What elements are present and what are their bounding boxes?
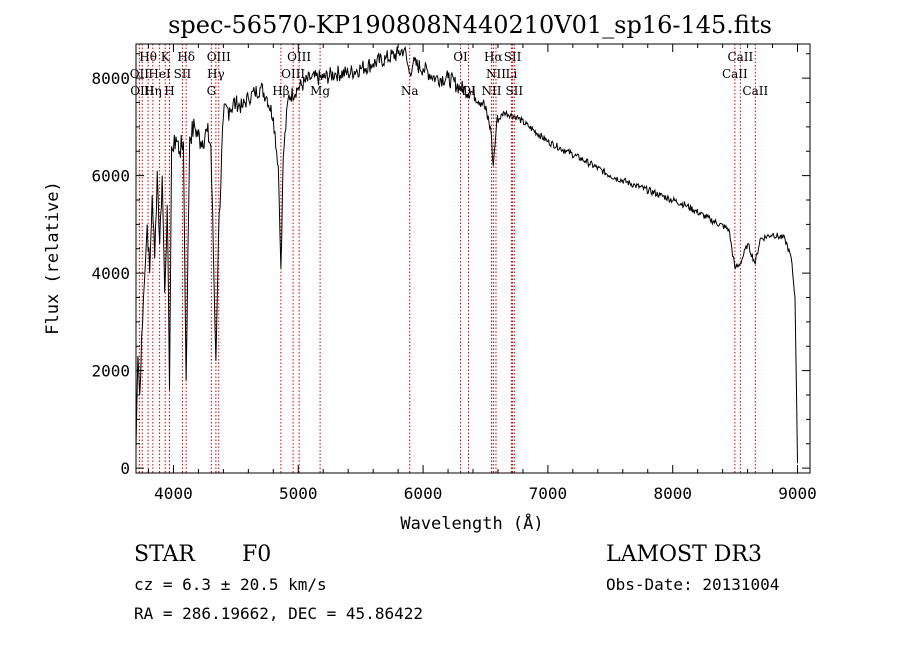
ra-dec: RA = 286.19662, DEC = 45.86422 <box>134 604 423 623</box>
obs-date: Obs-Date: 20131004 <box>606 575 779 594</box>
line-label: OIII <box>287 50 311 64</box>
line-label: Hα <box>484 50 503 64</box>
x-axis-ticks: 4000 5000 6000 7000 8000 9000 <box>147 44 817 503</box>
line-label: Li <box>506 67 518 81</box>
line-label: Hδ <box>177 50 195 64</box>
x-tick-label: 8000 <box>653 484 692 503</box>
line-label: SII <box>505 84 523 98</box>
object-subclass: F0 <box>242 542 271 567</box>
x-tick-label: 6000 <box>404 484 443 503</box>
line-label: K <box>161 50 171 64</box>
line-label: CaII <box>722 67 748 81</box>
line-label: Hγ <box>207 67 225 81</box>
x-tick-label: 9000 <box>778 484 817 503</box>
object-class: STAR <box>134 542 196 567</box>
y-tick-label: 2000 <box>91 362 130 381</box>
y-tick-label: 0 <box>120 459 130 478</box>
chart-title: spec-56570-KP190808N440210V01_sp16-145.f… <box>168 11 772 39</box>
line-label: HeI <box>148 67 171 81</box>
line-label: Hθ <box>139 50 157 64</box>
line-label: OII <box>130 67 150 81</box>
y-axis-label: Flux (relative) <box>43 181 63 335</box>
x-tick-label: 4000 <box>154 484 193 503</box>
line-label: Na <box>401 84 419 98</box>
y-axis-ticks: 0 2000 4000 6000 8000 <box>91 53 810 478</box>
line-label: SII <box>174 67 192 81</box>
line-label: Hη <box>144 84 162 98</box>
line-label: Hβ <box>272 84 289 98</box>
spectrum-line <box>135 45 798 464</box>
emission-line-markers <box>138 44 756 473</box>
survey-name: LAMOST DR3 <box>606 542 762 567</box>
y-tick-label: 8000 <box>91 69 130 88</box>
line-label: OIII <box>207 50 231 64</box>
y-tick-label: 4000 <box>91 264 130 283</box>
line-label: OI <box>453 50 468 64</box>
line-label: Mg <box>310 84 330 98</box>
line-label: NII <box>481 84 501 98</box>
x-axis-label: Wavelength (Å) <box>400 512 543 534</box>
line-label: G <box>207 84 217 98</box>
line-label: SII <box>504 50 522 64</box>
line-label: CaII <box>727 50 753 64</box>
redshift-text: cz = 6.3 ± 20.5 km/s <box>134 575 327 594</box>
line-label: H <box>164 84 174 98</box>
line-label: CaII <box>742 84 768 98</box>
line-label: OIII <box>281 67 305 81</box>
x-tick-label: 7000 <box>529 484 568 503</box>
x-tick-label: 5000 <box>279 484 318 503</box>
line-label: NII <box>486 67 506 81</box>
y-tick-label: 6000 <box>91 167 130 186</box>
